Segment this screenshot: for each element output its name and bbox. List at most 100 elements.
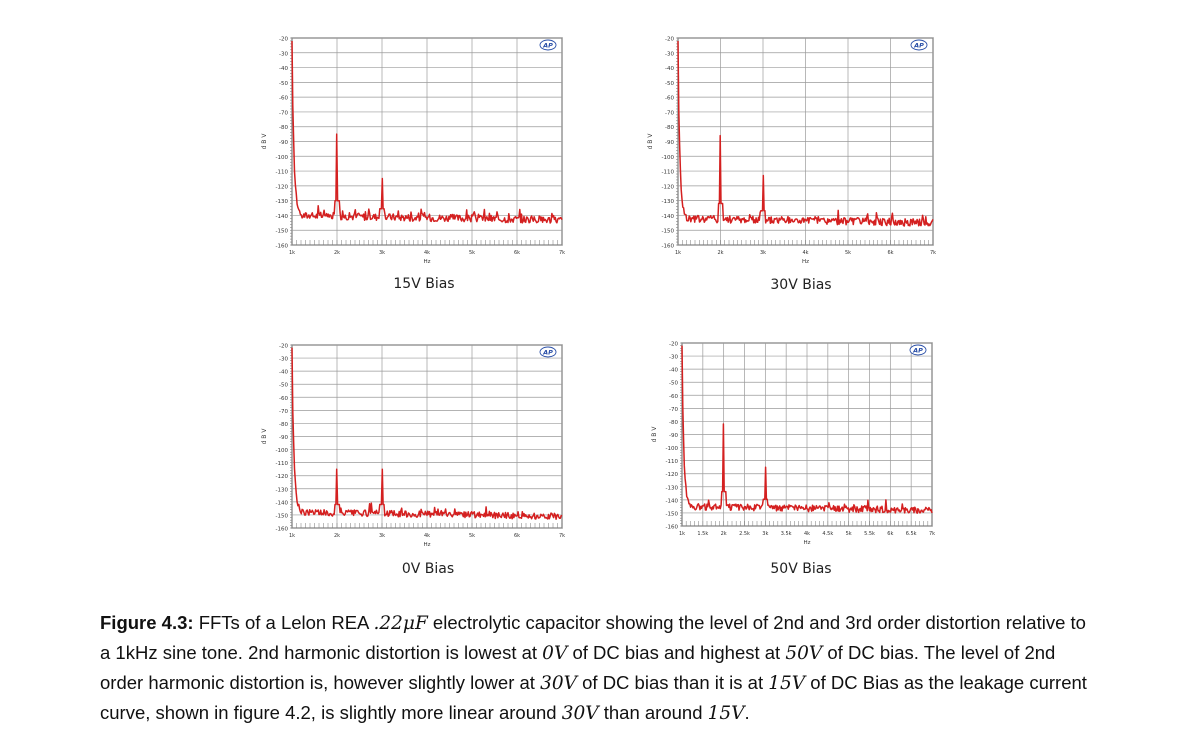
y-tick-label: -50: [279, 383, 288, 389]
math-capacitance: .22μF: [373, 613, 428, 634]
x-tick-label: 3k: [379, 533, 385, 539]
y-tick-label: -130: [276, 487, 289, 493]
ap-logo-ring: [909, 344, 927, 356]
x-tick-label: 7k: [559, 250, 565, 256]
x-tick-label: 2k: [721, 531, 727, 537]
spectrum-line: [681, 345, 933, 514]
x-tick-label: 4k: [424, 533, 430, 539]
y-tick-label: -90: [665, 140, 674, 146]
spectrum-line: [291, 347, 563, 520]
x-tick-label: 4k: [804, 531, 810, 537]
y-tick-label: -110: [666, 459, 679, 465]
y-tick-label: -120: [666, 472, 679, 478]
y-tick-label: -120: [662, 184, 675, 190]
y-tick-label: -140: [666, 498, 679, 504]
x-tick-label: 1.5k: [697, 531, 708, 537]
x-tick-label: 2k: [334, 533, 340, 539]
x-tick-label: 1k: [679, 531, 685, 537]
x-axis-label: Hz: [802, 259, 809, 265]
y-tick-label: -30: [669, 355, 678, 361]
y-tick-label: -80: [279, 422, 288, 428]
x-tick-label: 3k: [379, 250, 385, 256]
y-tick-label: -70: [665, 110, 674, 116]
fft-chart-50v: -20 -30 -40 -50 -60 -70 -80 -90 -100 -110 -120 -130…: [636, 333, 956, 563]
y-tick-label: -90: [279, 435, 288, 441]
fft-chart-0v: -20 -30 -40 -50 -60 -70 -80 -90 -100 -110 -120 -130…: [250, 333, 570, 563]
math-15v-b: 15V: [707, 703, 745, 724]
y-tick-label: -30: [665, 51, 674, 57]
y-tick-label: -110: [662, 170, 675, 176]
x-tick-label: 5k: [845, 250, 851, 256]
fft-chart-0v-plot: -20 -30 -40 -50 -60 -70 -80 -90 -100 -110 -120 -130…: [261, 344, 565, 549]
fft-chart-50v-plot: -20 -30 -40 -50 -60 -70 -80 -90 -100 -110 -120 -130…: [651, 342, 935, 547]
x-tick-label: 6k: [514, 533, 520, 539]
x-tick-label: 6k: [514, 250, 520, 256]
y-tick-label: -30: [279, 357, 288, 363]
y-tick-label: -40: [665, 66, 674, 72]
x-tick-label: 1k: [289, 250, 295, 256]
math-50v: 50V: [785, 643, 823, 664]
y-tick-label: -110: [276, 461, 289, 467]
y-tick-label: -70: [279, 110, 288, 116]
x-tick-label: 6.5k: [906, 531, 917, 537]
y-tick-label: -80: [279, 125, 288, 131]
y-tick-label: -30: [279, 51, 288, 57]
y-axis-label: d B V: [647, 133, 654, 150]
y-tick-label: -80: [665, 125, 674, 131]
y-tick-label: -130: [666, 485, 679, 491]
y-tick-label: -100: [666, 446, 679, 452]
x-axis-label: Hz: [803, 540, 810, 546]
y-tick-label: -50: [665, 81, 674, 87]
spectrum-line: [677, 40, 934, 227]
x-tick-label: 5k: [469, 533, 475, 539]
x-tick-label: 1k: [675, 250, 681, 256]
x-tick-label: 3k: [760, 250, 766, 256]
ap-logo-text: AP: [912, 347, 923, 355]
x-axis-label: Hz: [423, 542, 430, 548]
y-tick-label: -70: [279, 409, 288, 415]
x-tick-label: 2.5k: [739, 531, 750, 537]
y-tick-label: -150: [276, 229, 289, 235]
y-tick-label: -140: [662, 214, 675, 220]
y-tick-label: -120: [276, 474, 289, 480]
ap-logo: AP: [539, 39, 557, 51]
x-tick-label: 6k: [887, 531, 893, 537]
figure-caption: Figure 4.3: FFTs of a Lelon REA .22μF el…: [100, 612, 1087, 724]
y-tick-label: -160: [276, 527, 289, 533]
x-tick-label: 3.5k: [781, 531, 792, 537]
fft-chart-30v: -20 -30 -40 -50 -60 -70 -80 -90 -100 -110 -120 -130…: [636, 30, 956, 270]
y-tick-label: -60: [669, 394, 678, 400]
x-tick-label: 3k: [762, 531, 768, 537]
y-tick-label: -140: [276, 500, 289, 506]
y-tick-label: -20: [279, 344, 288, 350]
y-tick-label: -90: [279, 140, 288, 146]
chart-caption-50v: 50V Bias: [770, 561, 832, 577]
y-tick-label: -160: [662, 244, 675, 250]
math-30v: 30V: [540, 673, 577, 694]
y-tick-label: -80: [669, 420, 678, 426]
ap-logo-text: AP: [913, 42, 924, 50]
ap-logo-ring: [910, 39, 928, 51]
x-axis-label: Hz: [423, 259, 430, 265]
ap-logo-text: AP: [542, 349, 553, 357]
fft-chart-15v: -20 -30 -40 -50 -60 -70 -80 -90 -100 -110 -120 -130…: [250, 30, 570, 270]
y-tick-label: -140: [276, 214, 289, 220]
ap-logo-ring: [539, 39, 557, 51]
y-tick-label: -70: [669, 407, 678, 413]
y-tick-label: -150: [276, 513, 289, 519]
math-0v: 0V: [542, 643, 568, 664]
y-tick-label: -50: [669, 381, 678, 387]
y-tick-label: -160: [666, 525, 679, 531]
y-axis-label: d B V: [651, 426, 658, 443]
math-30v-b: 30V: [561, 703, 599, 724]
y-tick-label: -20: [665, 37, 674, 43]
y-tick-label: -130: [276, 199, 289, 205]
y-tick-label: -20: [669, 342, 678, 348]
y-tick-label: -150: [662, 229, 675, 235]
y-tick-label: -120: [276, 184, 289, 190]
y-tick-label: -130: [662, 199, 675, 205]
y-tick-label: -50: [279, 81, 288, 87]
y-tick-label: -100: [276, 448, 289, 454]
y-tick-label: -40: [669, 368, 678, 374]
ap-logo-text: AP: [542, 42, 553, 50]
